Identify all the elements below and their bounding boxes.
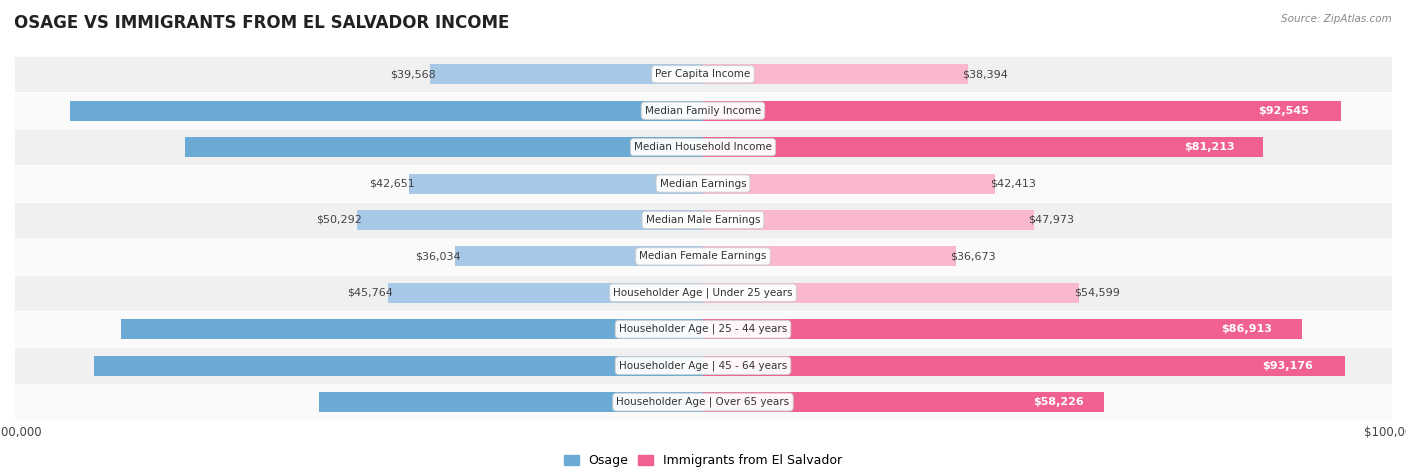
Text: Median Household Income: Median Household Income: [634, 142, 772, 152]
Bar: [454, 247, 703, 266]
Text: $91,926: $91,926: [671, 106, 723, 116]
Text: $50,292: $50,292: [316, 215, 361, 225]
Bar: [703, 247, 956, 266]
Text: Median Female Earnings: Median Female Earnings: [640, 251, 766, 262]
Bar: [357, 210, 703, 230]
Text: Householder Age | Under 25 years: Householder Age | Under 25 years: [613, 288, 793, 298]
Bar: [703, 283, 1080, 303]
Legend: Osage, Immigrants from El Salvador: Osage, Immigrants from El Salvador: [558, 449, 848, 467]
Text: $39,568: $39,568: [389, 69, 436, 79]
Bar: [14, 56, 1392, 92]
Text: $84,461: $84,461: [673, 324, 725, 334]
Bar: [703, 356, 1346, 375]
Text: $42,651: $42,651: [368, 178, 415, 189]
Bar: [319, 392, 703, 412]
Text: $47,973: $47,973: [1028, 215, 1074, 225]
Bar: [703, 101, 1340, 120]
Bar: [14, 311, 1392, 347]
Bar: [121, 319, 703, 339]
Bar: [703, 137, 1263, 157]
Text: OSAGE VS IMMIGRANTS FROM EL SALVADOR INCOME: OSAGE VS IMMIGRANTS FROM EL SALVADOR INC…: [14, 14, 509, 32]
Text: $42,413: $42,413: [990, 178, 1036, 189]
Text: Median Family Income: Median Family Income: [645, 106, 761, 116]
Bar: [14, 238, 1392, 275]
Text: $58,226: $58,226: [1033, 397, 1084, 407]
Bar: [14, 92, 1392, 129]
Bar: [388, 283, 703, 303]
Bar: [14, 275, 1392, 311]
Text: Householder Age | 25 - 44 years: Householder Age | 25 - 44 years: [619, 324, 787, 334]
Text: Per Capita Income: Per Capita Income: [655, 69, 751, 79]
Text: $36,034: $36,034: [415, 251, 460, 262]
Bar: [184, 137, 703, 157]
Bar: [14, 129, 1392, 165]
Text: $86,913: $86,913: [1220, 324, 1272, 334]
Text: Median Earnings: Median Earnings: [659, 178, 747, 189]
Text: $88,390: $88,390: [672, 361, 723, 371]
Bar: [703, 319, 1302, 339]
Text: Householder Age | 45 - 64 years: Householder Age | 45 - 64 years: [619, 361, 787, 371]
Bar: [14, 165, 1392, 202]
Bar: [94, 356, 703, 375]
Bar: [703, 64, 967, 84]
Bar: [14, 384, 1392, 420]
Text: $45,764: $45,764: [347, 288, 394, 298]
Bar: [703, 392, 1104, 412]
Text: $36,673: $36,673: [950, 251, 995, 262]
Bar: [430, 64, 703, 84]
Text: $81,213: $81,213: [1184, 142, 1234, 152]
Text: $54,599: $54,599: [1074, 288, 1119, 298]
Text: Source: ZipAtlas.com: Source: ZipAtlas.com: [1281, 14, 1392, 24]
Text: $93,176: $93,176: [1263, 361, 1313, 371]
Text: Householder Age | Over 65 years: Householder Age | Over 65 years: [616, 397, 790, 407]
Bar: [14, 347, 1392, 384]
Text: $55,677: $55,677: [683, 397, 734, 407]
Text: Median Male Earnings: Median Male Earnings: [645, 215, 761, 225]
Bar: [409, 174, 703, 193]
Text: $92,545: $92,545: [1258, 106, 1309, 116]
Text: $75,240: $75,240: [678, 142, 728, 152]
Text: $38,394: $38,394: [962, 69, 1008, 79]
Bar: [70, 101, 703, 120]
Bar: [703, 210, 1033, 230]
Bar: [703, 174, 995, 193]
Bar: [14, 202, 1392, 238]
